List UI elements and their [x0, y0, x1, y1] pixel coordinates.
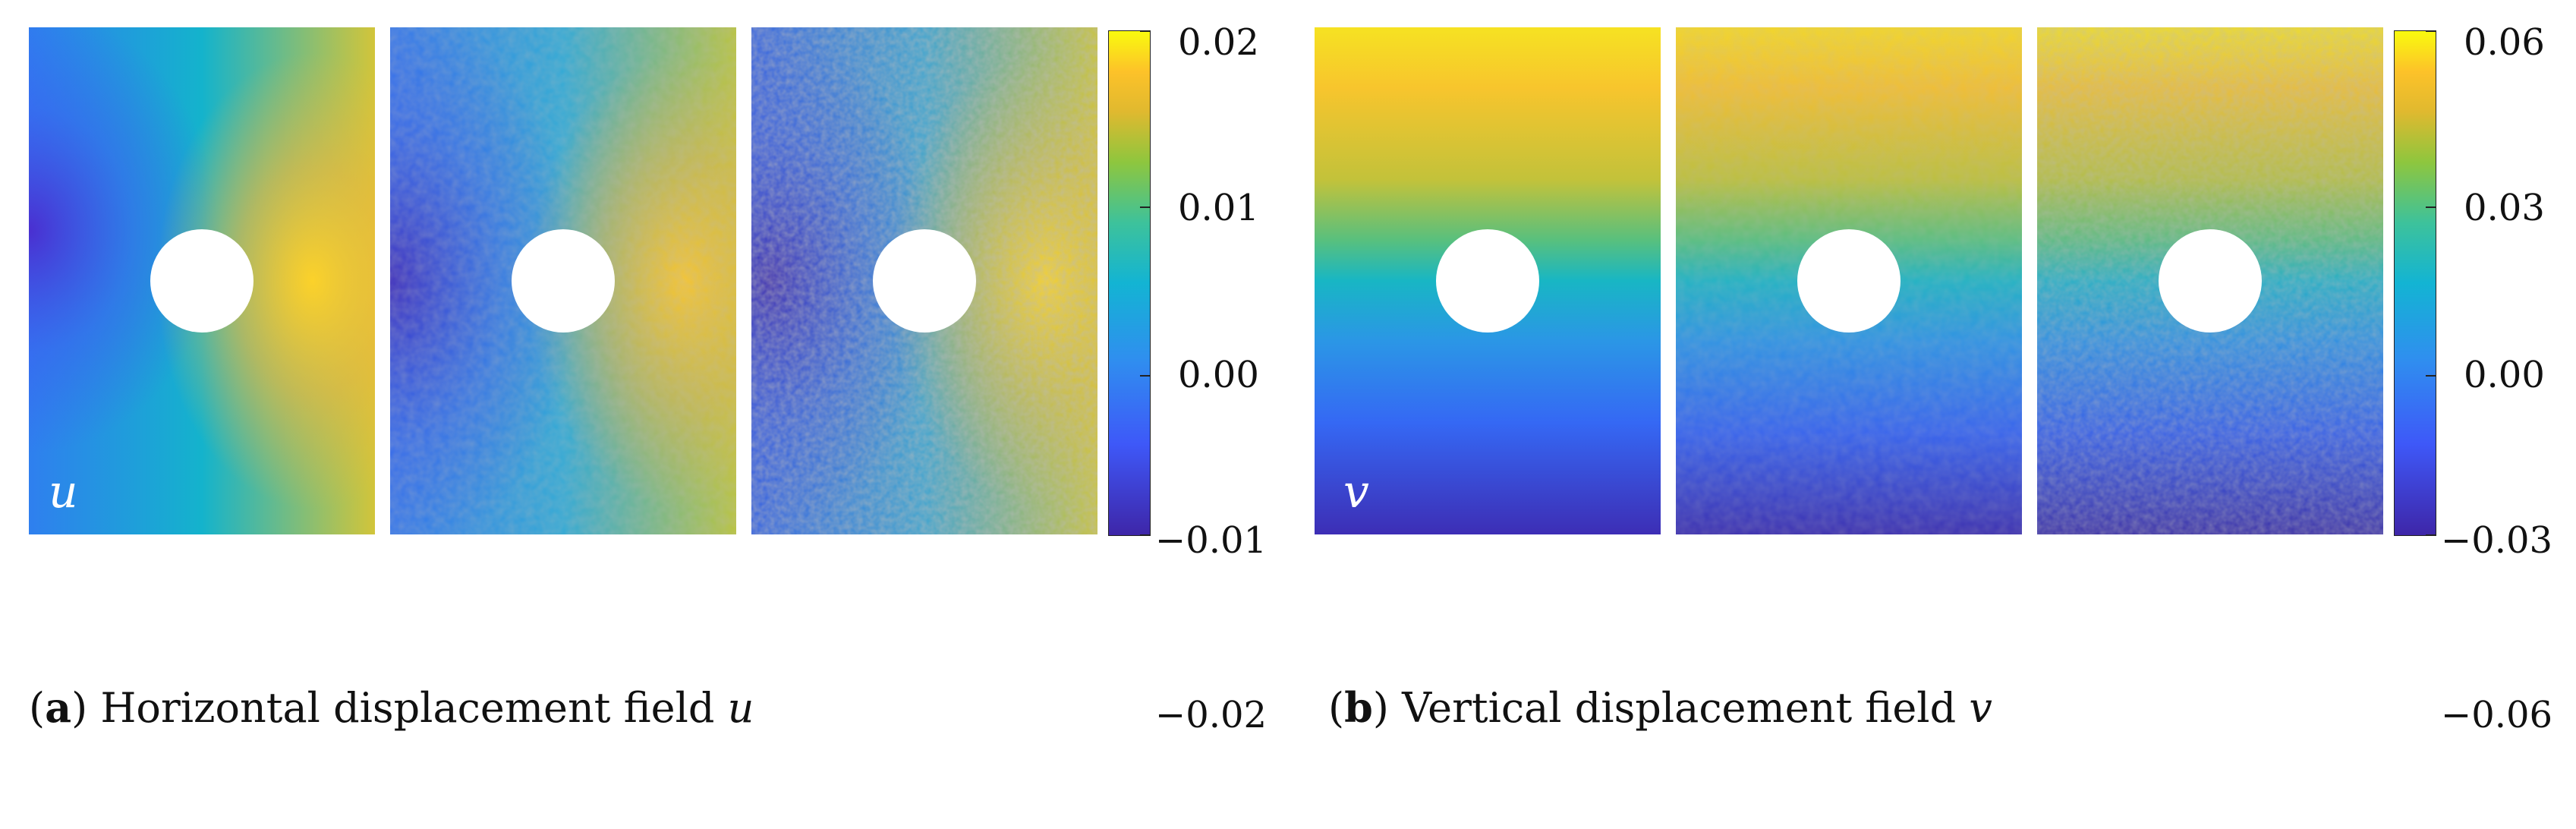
- caption-variable: u: [727, 684, 754, 732]
- colorbar-tick-label: −0.03: [2441, 519, 2553, 562]
- circular-hole: [1436, 229, 1539, 333]
- caption-tag: a: [45, 683, 72, 732]
- caption-variable: v: [1969, 684, 1992, 732]
- colorbar-tick: [1140, 375, 1151, 377]
- colorbar-tick-label: 0.03: [2464, 187, 2545, 229]
- colorbar-tick-label: −0.01: [1155, 519, 1268, 562]
- circular-hole: [512, 229, 615, 333]
- colorbar-tick-label: 0.01: [1178, 187, 1259, 229]
- colorbar-tick: [2426, 375, 2436, 377]
- circular-hole: [150, 229, 254, 333]
- colorbar-tick-label: 0.02: [1178, 21, 1259, 64]
- colorbar-tick: [2426, 206, 2436, 208]
- colorbar-tick-label: −0.02: [1155, 694, 1268, 736]
- circular-hole: [1797, 229, 1901, 333]
- colorbar-tick: [1140, 534, 1151, 536]
- circular-hole: [873, 229, 976, 333]
- colorbar-tick-label: 0.00: [1178, 354, 1259, 396]
- caption-text: Horizontal displacement field: [100, 684, 715, 732]
- colorbar-v: [2394, 30, 2436, 536]
- u-field-very-noisy-image: [751, 27, 1097, 534]
- colorbar-tick-label: 0.06: [2464, 21, 2545, 64]
- v-field-very-noisy-image: [2037, 27, 2383, 534]
- circular-hole: [2159, 229, 2262, 333]
- caption-panel-b: (b) Vertical displacement field v: [1328, 683, 1992, 732]
- u-field-reference-image: u: [29, 27, 375, 534]
- field-variable-label: v: [1343, 465, 1369, 519]
- caption-text: Vertical displacement field: [1402, 684, 1957, 732]
- v-field-noisy-image: [1676, 27, 2022, 534]
- colorbar-tick: [2426, 30, 2436, 32]
- colorbar-tick: [2426, 534, 2436, 536]
- v-field-reference-image: v: [1315, 27, 1661, 534]
- u-field-noisy-image: [390, 27, 736, 534]
- colorbar-tick-label: −0.06: [2441, 694, 2553, 736]
- colorbar-tick: [1140, 206, 1151, 208]
- colorbar-u: [1108, 30, 1151, 536]
- field-variable-label: u: [49, 465, 78, 519]
- caption-panel-a: (a) Horizontal displacement field u: [29, 683, 754, 732]
- colorbar-tick: [1140, 30, 1151, 32]
- caption-tag: b: [1344, 683, 1373, 732]
- colorbar-tick-label: 0.00: [2464, 354, 2545, 396]
